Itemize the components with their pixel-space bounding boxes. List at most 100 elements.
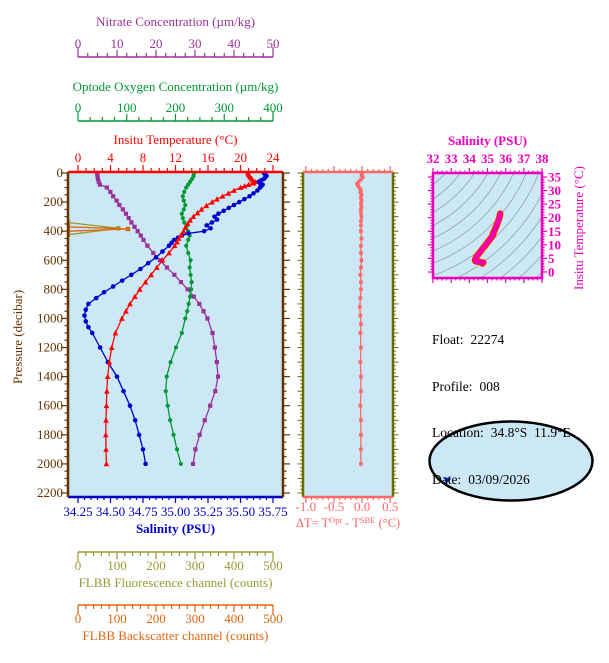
- nitrate-tick-label: 10: [111, 36, 124, 51]
- backscatter-scale-bar: 0 100 200 300 400 500: [75, 604, 283, 626]
- location-label: Location:: [432, 425, 484, 440]
- ts-salinity-tick-label: 34: [463, 151, 477, 166]
- temperature-tick-label: 0: [75, 150, 82, 165]
- pressure-axis: 0 200 400 600 800 1000 1200 1400 1600 1800 2000 220…: [37, 165, 290, 500]
- pressure-axis-title: Pressure (decibar): [10, 289, 25, 385]
- delta-tick-label: 0.0: [354, 499, 370, 514]
- pressure-tick-label: 1200: [37, 340, 63, 355]
- pressure-tick-label: 1000: [37, 310, 63, 325]
- salinity-tick-label: 35.75: [258, 504, 287, 519]
- location-line: Location: 34.8°S 11.9°E: [432, 425, 571, 441]
- salinity-tick-label: 34.25: [63, 504, 92, 519]
- delta-t-curve: [355, 172, 365, 466]
- location-value: 34.8°S 11.9°E: [490, 425, 571, 440]
- fluorescence-axis-title: FLBB Fluorescence channel (counts): [78, 575, 273, 590]
- delta-t-axis: -1.0 -0.5 0.0 0.5: [296, 166, 399, 514]
- temperature-axis: 0 4 8 12 16 20 24: [75, 150, 280, 172]
- pressure-tick-label: 2000: [37, 456, 63, 471]
- ts-salinity-tick-label: 33: [445, 151, 459, 166]
- pressure-tick-label: 200: [44, 194, 64, 209]
- pressure-tick-label: 400: [44, 223, 64, 238]
- nitrate-axis-title: Nitrate Concentration (µm/kg): [95, 14, 256, 29]
- ts-temperature-tick-label: 0: [548, 265, 555, 280]
- ts-diagram-panel: [433, 173, 542, 278]
- salinity-axis: 34.25 34.50 34.75 35.00 35.25 35.50 35.75: [63, 497, 288, 519]
- temperature-axis-title: Insitu Temperature (°C): [113, 132, 238, 147]
- profile-number-line: Profile: 008: [432, 379, 571, 395]
- delta-tick-label: -1.0: [296, 499, 317, 514]
- backscatter-tick-label: 500: [263, 611, 283, 626]
- salinity-tick-label: 35.50: [226, 504, 255, 519]
- backscatter-tick-label: 200: [146, 611, 166, 626]
- float-id-value: 22274: [470, 332, 505, 347]
- date-line: Date: 03/09/2026: [432, 472, 571, 488]
- oxygen-axis-title: Optode Oxygen Concentration (µm/kg): [72, 79, 279, 94]
- fluorescence-tick-label: 400: [224, 558, 244, 573]
- temperature-tick-label: 8: [140, 150, 147, 165]
- oxygen-scale-bar: 0 100 200 300 400: [75, 100, 283, 122]
- ts-salinity-tick-label: 35: [481, 151, 495, 166]
- ts-temperature-tick-label: 25: [548, 197, 562, 212]
- float-id-line: Float: 22274: [432, 332, 571, 348]
- delta-t-axis-title: ΔT= TOpt - TSBE (°C): [295, 515, 401, 530]
- fluorescence-tick-label: 200: [146, 558, 166, 573]
- nitrate-tick-label: 30: [189, 36, 202, 51]
- float-info-block: Float: 22274 Profile: 008 Location: 34.8°S …: [432, 301, 571, 518]
- backscatter-axis-title: FLBB Backscatter channel (counts): [82, 628, 269, 643]
- salinity-tick-label: 34.75: [128, 504, 157, 519]
- ts-salinity-tick-label: 38: [536, 151, 550, 166]
- backscatter-tick-label: 300: [185, 611, 205, 626]
- ts-curve: [471, 210, 504, 267]
- oxygen-tick-label: 0: [75, 100, 82, 115]
- date-value: 03/09/2026: [468, 471, 530, 487]
- ts-temperature-tick-label: 20: [548, 210, 561, 225]
- pressure-tick-label: 1800: [37, 427, 63, 442]
- float-id-label: Float:: [432, 332, 464, 347]
- pressure-tick-label: 1600: [37, 398, 63, 413]
- salinity-tick-label: 35.00: [161, 504, 190, 519]
- nitrate-scale-bar: 0 10 20 30 40 50: [75, 36, 280, 58]
- oxygen-tick-label: 100: [117, 100, 137, 115]
- ts-salinity-tick-label: 37: [517, 151, 531, 166]
- delta-tick-label: 0.5: [382, 499, 398, 514]
- salinity-tick-label: 34.50: [96, 504, 125, 519]
- pressure-tick-label: 800: [44, 281, 64, 296]
- temperature-tick-label: 24: [267, 150, 281, 165]
- nitrate-tick-label: 50: [267, 36, 280, 51]
- ts-temperature-tick-label: 30: [548, 183, 561, 198]
- backscatter-tick-label: 400: [224, 611, 244, 626]
- ts-temperature-tick-label: 10: [548, 237, 561, 252]
- nitrate-tick-label: 40: [228, 36, 241, 51]
- oxygen-tick-label: 200: [166, 100, 186, 115]
- fluorescence-tick-label: 0: [75, 558, 82, 573]
- ts-temperature-axis-title: Insitu Temperature (°C): [571, 166, 586, 290]
- backscatter-tick-label: 100: [107, 611, 127, 626]
- map-outline: [428, 420, 594, 502]
- world-map: [428, 420, 594, 502]
- profile-number-value: 008: [479, 378, 500, 394]
- nitrate-tick-label: 0: [75, 36, 82, 51]
- oxygen-tick-label: 300: [215, 100, 235, 115]
- ts-salinity-tick-label: 32: [427, 151, 440, 166]
- backscatter-tick-label: 0: [75, 611, 82, 626]
- delta-t-series: [355, 172, 365, 466]
- pressure-tick-label: 600: [44, 252, 64, 267]
- pressure-tick-label: 1400: [37, 369, 63, 384]
- temperature-tick-label: 12: [169, 150, 182, 165]
- ts-temperature-tick-label: 15: [548, 224, 562, 239]
- ts-temperature-tick-label: 5: [548, 251, 555, 266]
- date-label: Date:: [432, 471, 462, 487]
- temperature-tick-label: 20: [234, 150, 247, 165]
- fluorescence-scale-bar: 0 100 200 300 400 500: [75, 551, 283, 573]
- temperature-profile-series: [102, 172, 258, 467]
- delta-t-panel: [303, 172, 393, 497]
- fluorescence-tick-label: 500: [263, 558, 283, 573]
- salinity-axis-title: Salinity (PSU): [135, 521, 216, 536]
- fluorescence-tick-label: 100: [107, 558, 127, 573]
- profile-number-label: Profile:: [432, 378, 473, 394]
- temperature-tick-label: 16: [202, 150, 216, 165]
- main-plot-curves: [68, 172, 269, 467]
- pressure-tick-label: 0: [57, 165, 64, 180]
